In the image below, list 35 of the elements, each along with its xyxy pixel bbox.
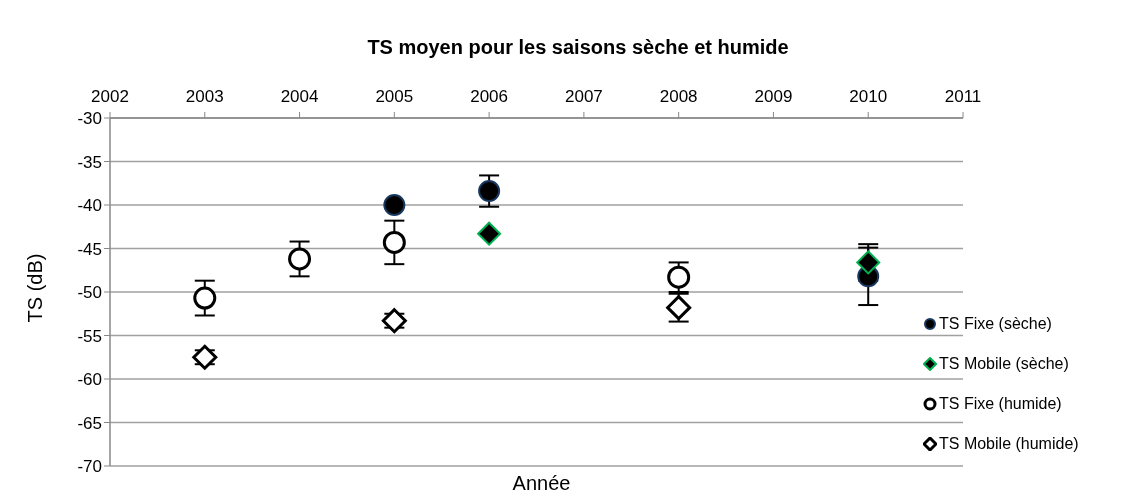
y-tick-label: -50: [77, 283, 102, 303]
x-tick-label: 2007: [564, 87, 603, 106]
x-tick-label: 2010: [849, 87, 888, 106]
x-tick-label: 2009: [754, 87, 793, 106]
x-tick-label: 2004: [280, 87, 319, 106]
y-tick-label: -30: [77, 109, 102, 129]
point: [382, 230, 406, 254]
legend-label: TS Mobile (sèche): [938, 354, 1070, 374]
legend-label: TS Fixe (sèche): [938, 314, 1053, 334]
point: [477, 221, 502, 246]
point: [383, 194, 406, 216]
chart-title: TS moyen pour les saisons sèche et humide: [366, 36, 790, 59]
x-tick-label: 2011: [944, 87, 982, 106]
x-tick-label: 2003: [185, 87, 224, 106]
point: [193, 286, 217, 310]
legend-label: TS Fixe (humide): [938, 394, 1063, 414]
y-tick-label: -60: [77, 370, 102, 390]
point: [856, 250, 881, 275]
point: [381, 308, 407, 334]
y-tick-label: -70: [77, 457, 102, 477]
x-tick-label: 2002: [91, 87, 129, 106]
point: [478, 180, 501, 203]
point: [288, 247, 312, 271]
y-tick-label: -35: [77, 152, 102, 172]
y-tick-label: -40: [77, 196, 102, 216]
x-tick-label: 2008: [659, 87, 698, 106]
y-tick-label: -55: [77, 326, 102, 346]
legend-label: TS Mobile (humide): [938, 434, 1079, 454]
x-axis-title: Année: [511, 472, 572, 495]
point: [192, 344, 218, 370]
y-tick-label: -65: [77, 413, 102, 433]
x-tick-label: 2005: [375, 87, 414, 106]
y-axis-title: TS (dB): [23, 253, 47, 323]
y-tick-label: -45: [77, 239, 102, 259]
x-tick-label: 2006: [470, 87, 509, 106]
